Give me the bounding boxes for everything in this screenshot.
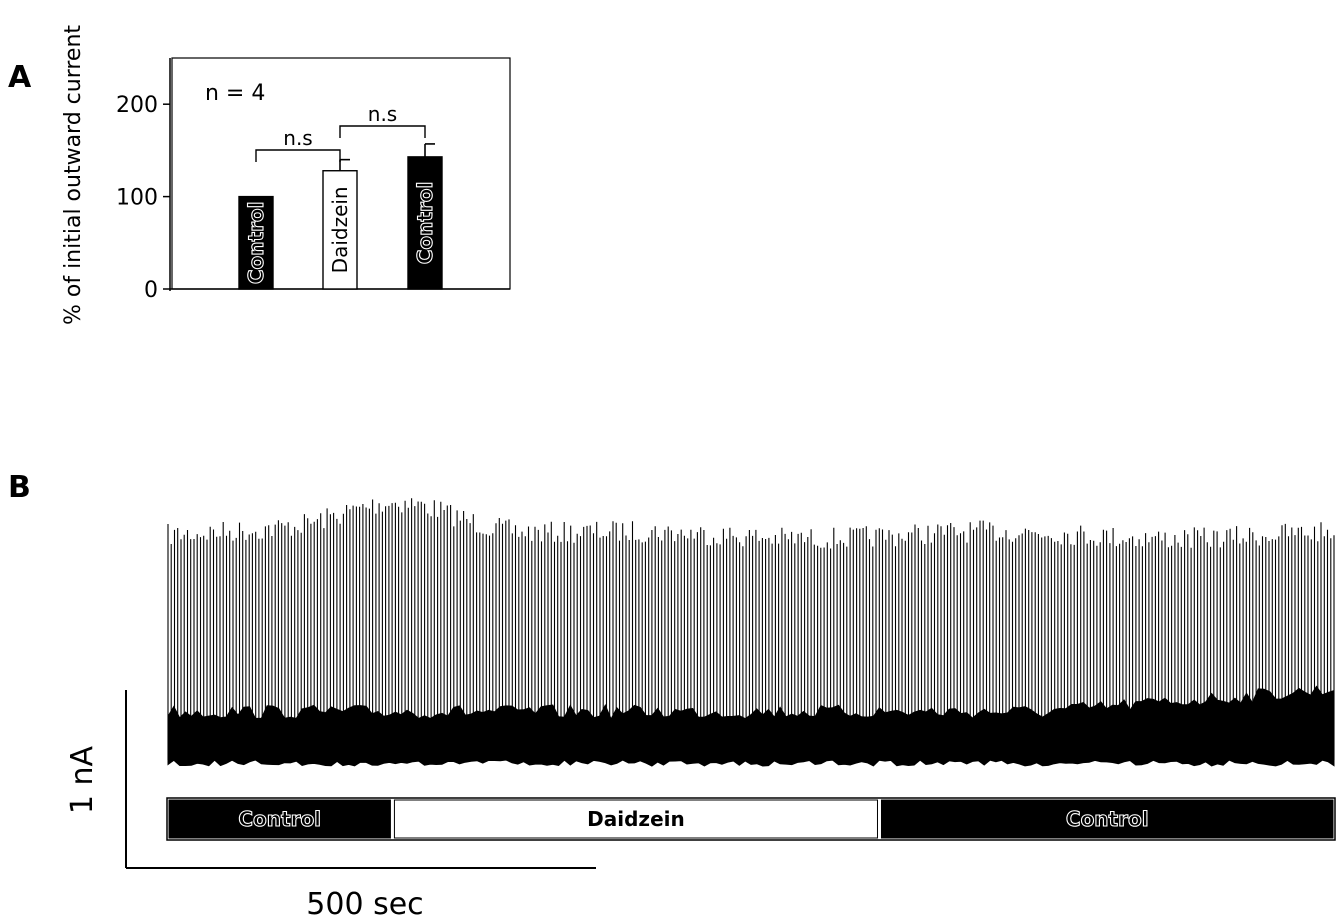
bars: Control Daidzein Control (238, 143, 443, 290)
condition-label: Control (1066, 807, 1149, 831)
bar (238, 195, 274, 290)
y-tick-label: 100 (116, 186, 158, 211)
panel-a-letter: A (8, 60, 32, 95)
bar-category-label: Control (244, 201, 268, 284)
comparison-label: n.s (368, 102, 397, 126)
scale-x-label: 500 sec (306, 887, 423, 921)
condition-segment (393, 799, 878, 839)
y-ticks: 0 100 200 (116, 93, 170, 303)
bar-category-label: Daidzein (328, 186, 352, 273)
comparisons: n.s n.s (255, 102, 426, 162)
bar (322, 170, 358, 290)
bar (407, 156, 443, 290)
trace-spikes (167, 498, 1335, 760)
trace-baseline-band (167, 685, 1335, 767)
scale-bar: 1 nA 500 sec (65, 690, 596, 921)
comparison-bracket (339, 125, 426, 138)
condition-bar-frame (166, 797, 1336, 841)
panel-a-chart: 0 100 200 % of initial outward current n =… (61, 25, 511, 325)
condition-bar: Control Daidzein Control (166, 797, 1336, 841)
current-trace (167, 498, 1335, 767)
comparison-bracket (255, 149, 341, 162)
condition-segment (880, 799, 1334, 839)
y-axis-label: % of initial outward current (61, 25, 86, 325)
condition-segment (168, 799, 391, 839)
n-annotation: n = 4 (205, 81, 265, 106)
panel-b-letter: B (8, 470, 31, 505)
condition-label: Daidzein (587, 807, 685, 831)
scale-y-label: 1 nA (65, 745, 100, 814)
y-tick-label: 200 (116, 93, 158, 118)
comparison-label: n.s (283, 126, 312, 150)
condition-label: Control (238, 807, 321, 831)
bar-category-label: Control (413, 182, 437, 265)
y-tick-label: 0 (144, 278, 158, 303)
